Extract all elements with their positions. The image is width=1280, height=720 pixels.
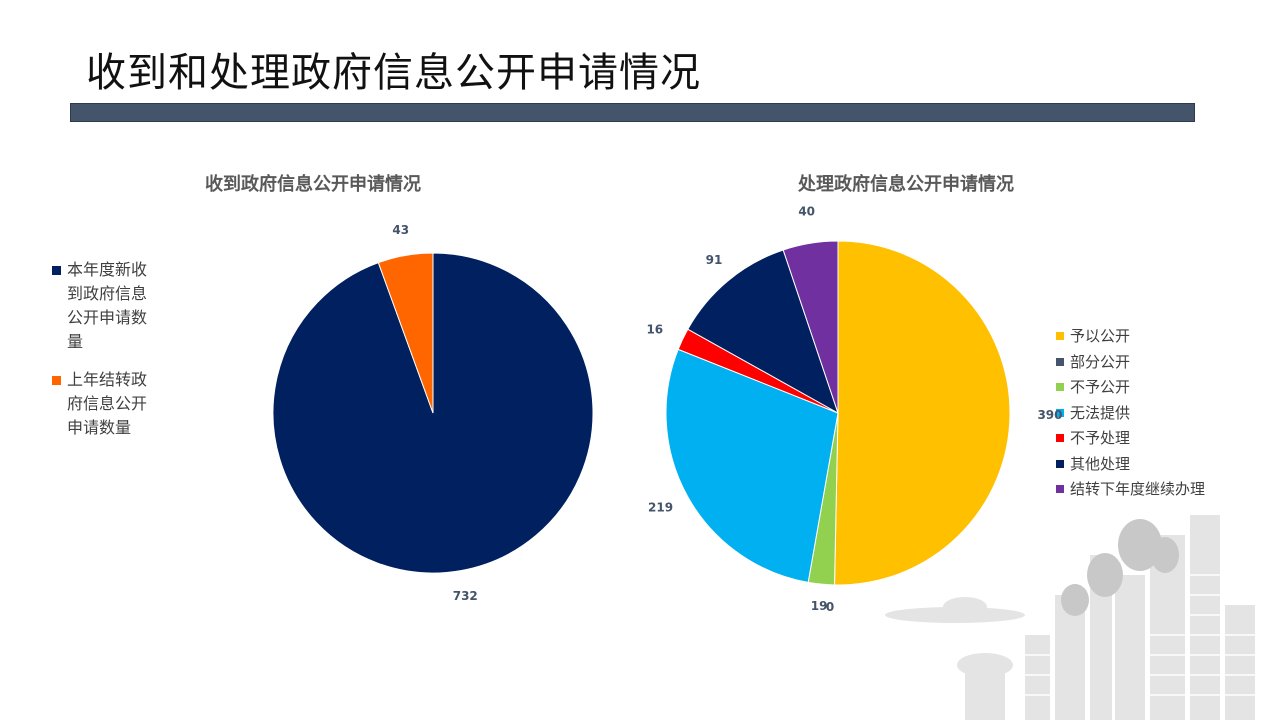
legend-swatch	[1056, 434, 1064, 442]
legend-item-0-1: 上年结转政府信息公开申请数量	[52, 368, 162, 440]
legend-label: 上年结转政府信息公开申请数量	[67, 370, 148, 437]
legend-swatch	[52, 266, 61, 275]
data-label-1-5: 91	[706, 253, 723, 267]
legend-item-1-5: 其他处理	[1056, 454, 1205, 474]
legend-swatch	[1056, 408, 1064, 417]
data-label-1-1: 0	[826, 600, 834, 614]
pie-slice-1-0	[834, 240, 1011, 586]
data-label-1-0: 390	[1037, 408, 1062, 422]
data-label-1-6: 40	[798, 205, 815, 219]
legend-item-0-0: 本年度新收到政府信息公开申请数量	[52, 258, 162, 354]
legend-swatch	[1056, 332, 1064, 340]
data-label-0-0: 732	[453, 589, 478, 603]
pie-slice-1-6	[782, 240, 839, 414]
legend-item-1-3: 无法提供	[1056, 403, 1205, 423]
pie-slice-1-3	[665, 348, 839, 583]
legend-label: 无法提供	[1070, 403, 1131, 422]
pie-slice-0-1	[377, 252, 434, 414]
title-divider-bar	[70, 103, 1195, 122]
legend-label: 部分公开	[1070, 352, 1131, 371]
slide-title: 收到和处理政府信息公开申请情况	[86, 50, 701, 96]
legend-item-1-6: 结转下年度继续办理	[1056, 479, 1205, 499]
legend-processed: 予以公开部分公开不予公开无法提供不予处理其他处理结转下年度继续办理	[1056, 326, 1205, 505]
legend-label: 本年度新收到政府信息公开申请数量	[67, 260, 148, 351]
data-label-0-1: 43	[392, 223, 409, 237]
legend-received: 本年度新收到政府信息公开申请数量上年结转政府信息公开申请数量	[52, 258, 162, 454]
chart-title-processed: 处理政府信息公开申请情况	[798, 174, 1014, 195]
legend-item-1-2: 不予公开	[1056, 377, 1205, 397]
data-label-1-4: 16	[646, 323, 663, 337]
legend-item-1-0: 予以公开	[1056, 326, 1205, 346]
legend-label: 予以公开	[1070, 327, 1131, 345]
data-label-1-3: 219	[648, 500, 673, 514]
chart-title-received: 收到政府信息公开申请情况	[205, 174, 421, 195]
legend-label: 不予公开	[1070, 378, 1131, 396]
legend-item-1-4: 不予处理	[1056, 428, 1205, 448]
legend-swatch	[1056, 357, 1064, 366]
legend-swatch	[1056, 459, 1064, 468]
pie-slice-1-5	[687, 249, 839, 415]
legend-swatch	[1056, 383, 1064, 391]
legend-item-1-1: 部分公开	[1056, 352, 1205, 372]
legend-swatch	[1056, 485, 1064, 493]
data-label-1-2: 19	[811, 599, 828, 613]
legend-swatch	[52, 376, 61, 385]
legend-label: 不予处理	[1070, 429, 1131, 447]
legend-label: 其他处理	[1070, 454, 1131, 473]
city-skyline-decoration	[885, 515, 1255, 720]
legend-label: 结转下年度继续办理	[1070, 480, 1206, 498]
